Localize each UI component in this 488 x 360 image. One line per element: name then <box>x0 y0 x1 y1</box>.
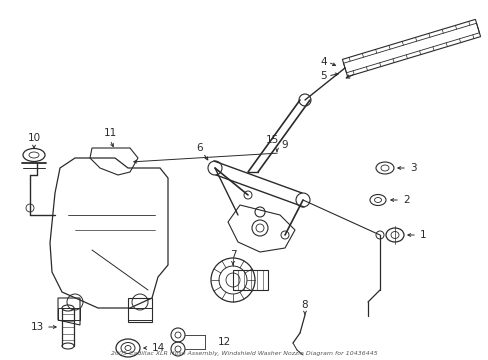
Bar <box>58 308 80 320</box>
Text: 11: 11 <box>103 128 116 138</box>
Text: 6: 6 <box>196 143 203 153</box>
Bar <box>128 308 152 320</box>
Text: 7: 7 <box>229 250 236 260</box>
Text: 8: 8 <box>301 300 307 310</box>
Text: 10: 10 <box>27 133 41 143</box>
Text: 15: 15 <box>265 135 278 145</box>
Text: 2: 2 <box>402 195 409 205</box>
Text: 3: 3 <box>409 163 416 173</box>
Text: 2005 Cadillac XLR Hose Assembly, Windshield Washer Nozzle Diagram for 10436445: 2005 Cadillac XLR Hose Assembly, Windshi… <box>110 351 377 356</box>
Text: 14: 14 <box>152 343 165 353</box>
Text: 12: 12 <box>218 337 231 347</box>
Text: 4: 4 <box>320 57 326 67</box>
Text: 9: 9 <box>281 140 288 150</box>
Text: 5: 5 <box>320 71 326 81</box>
Text: 1: 1 <box>419 230 426 240</box>
Text: 13: 13 <box>31 322 44 332</box>
